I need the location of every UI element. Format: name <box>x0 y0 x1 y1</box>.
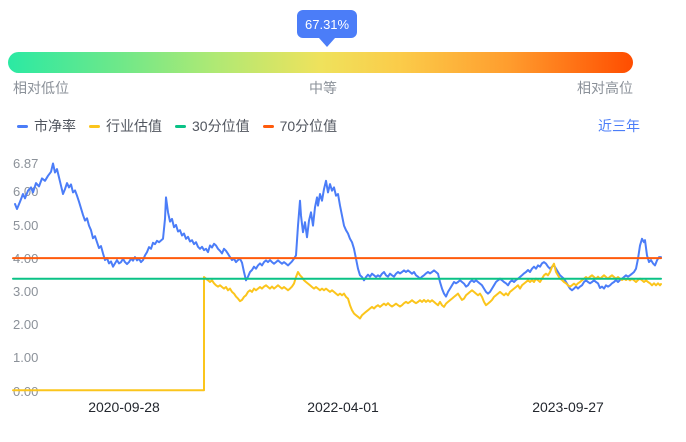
legend-item-2[interactable]: 行业估值 <box>89 116 162 136</box>
gauge-label-high: 相对高位 <box>577 80 633 96</box>
gauge-labels: 相对低位 中等 相对高位 <box>13 80 633 96</box>
legend-item-label: 70分位值 <box>279 118 338 134</box>
y-axis-tick: 1.00 <box>13 350 39 366</box>
legend-item-label: 30分位值 <box>192 118 250 134</box>
legend-dash-icon <box>89 124 100 128</box>
x-axis-tick: 2022-04-01 <box>307 399 379 415</box>
y-axis-tick: 6.87 <box>13 155 39 171</box>
x-axis-tick: 2020-09-28 <box>88 399 160 415</box>
legend-item-label: 市净率 <box>34 118 76 134</box>
x-axis-tick: 2023-09-27 <box>532 399 604 415</box>
legend-dash-icon <box>175 124 186 128</box>
legend-item-label: 行业估值 <box>106 118 162 134</box>
series-line-industry-valuation <box>12 262 662 392</box>
gauge-label-mid: 中等 <box>309 80 337 96</box>
legend-item-1[interactable]: 市净率 <box>17 116 76 136</box>
time-range-selector[interactable]: 近三年 <box>598 118 640 134</box>
legend-item-4[interactable]: 70分位值 <box>262 116 338 136</box>
percentile-value: 67.31% <box>305 16 350 32</box>
gauge-label-low: 相对低位 <box>13 80 69 96</box>
valuation-gauge-bar <box>8 52 633 73</box>
y-axis-tick: 3.00 <box>13 283 39 299</box>
y-axis-tick: 5.00 <box>13 217 39 233</box>
series-line-pb-ratio <box>14 162 662 298</box>
legend-item-3[interactable]: 30分位值 <box>175 116 250 136</box>
legend-dash-icon <box>17 124 28 128</box>
chart-legend: 市净率 行业估值 30分位值 70分位值 <box>17 116 337 136</box>
legend-dash-icon <box>262 124 274 128</box>
y-axis-tick: 2.00 <box>13 317 39 333</box>
percentile-tooltip: 67.31% <box>297 10 358 47</box>
